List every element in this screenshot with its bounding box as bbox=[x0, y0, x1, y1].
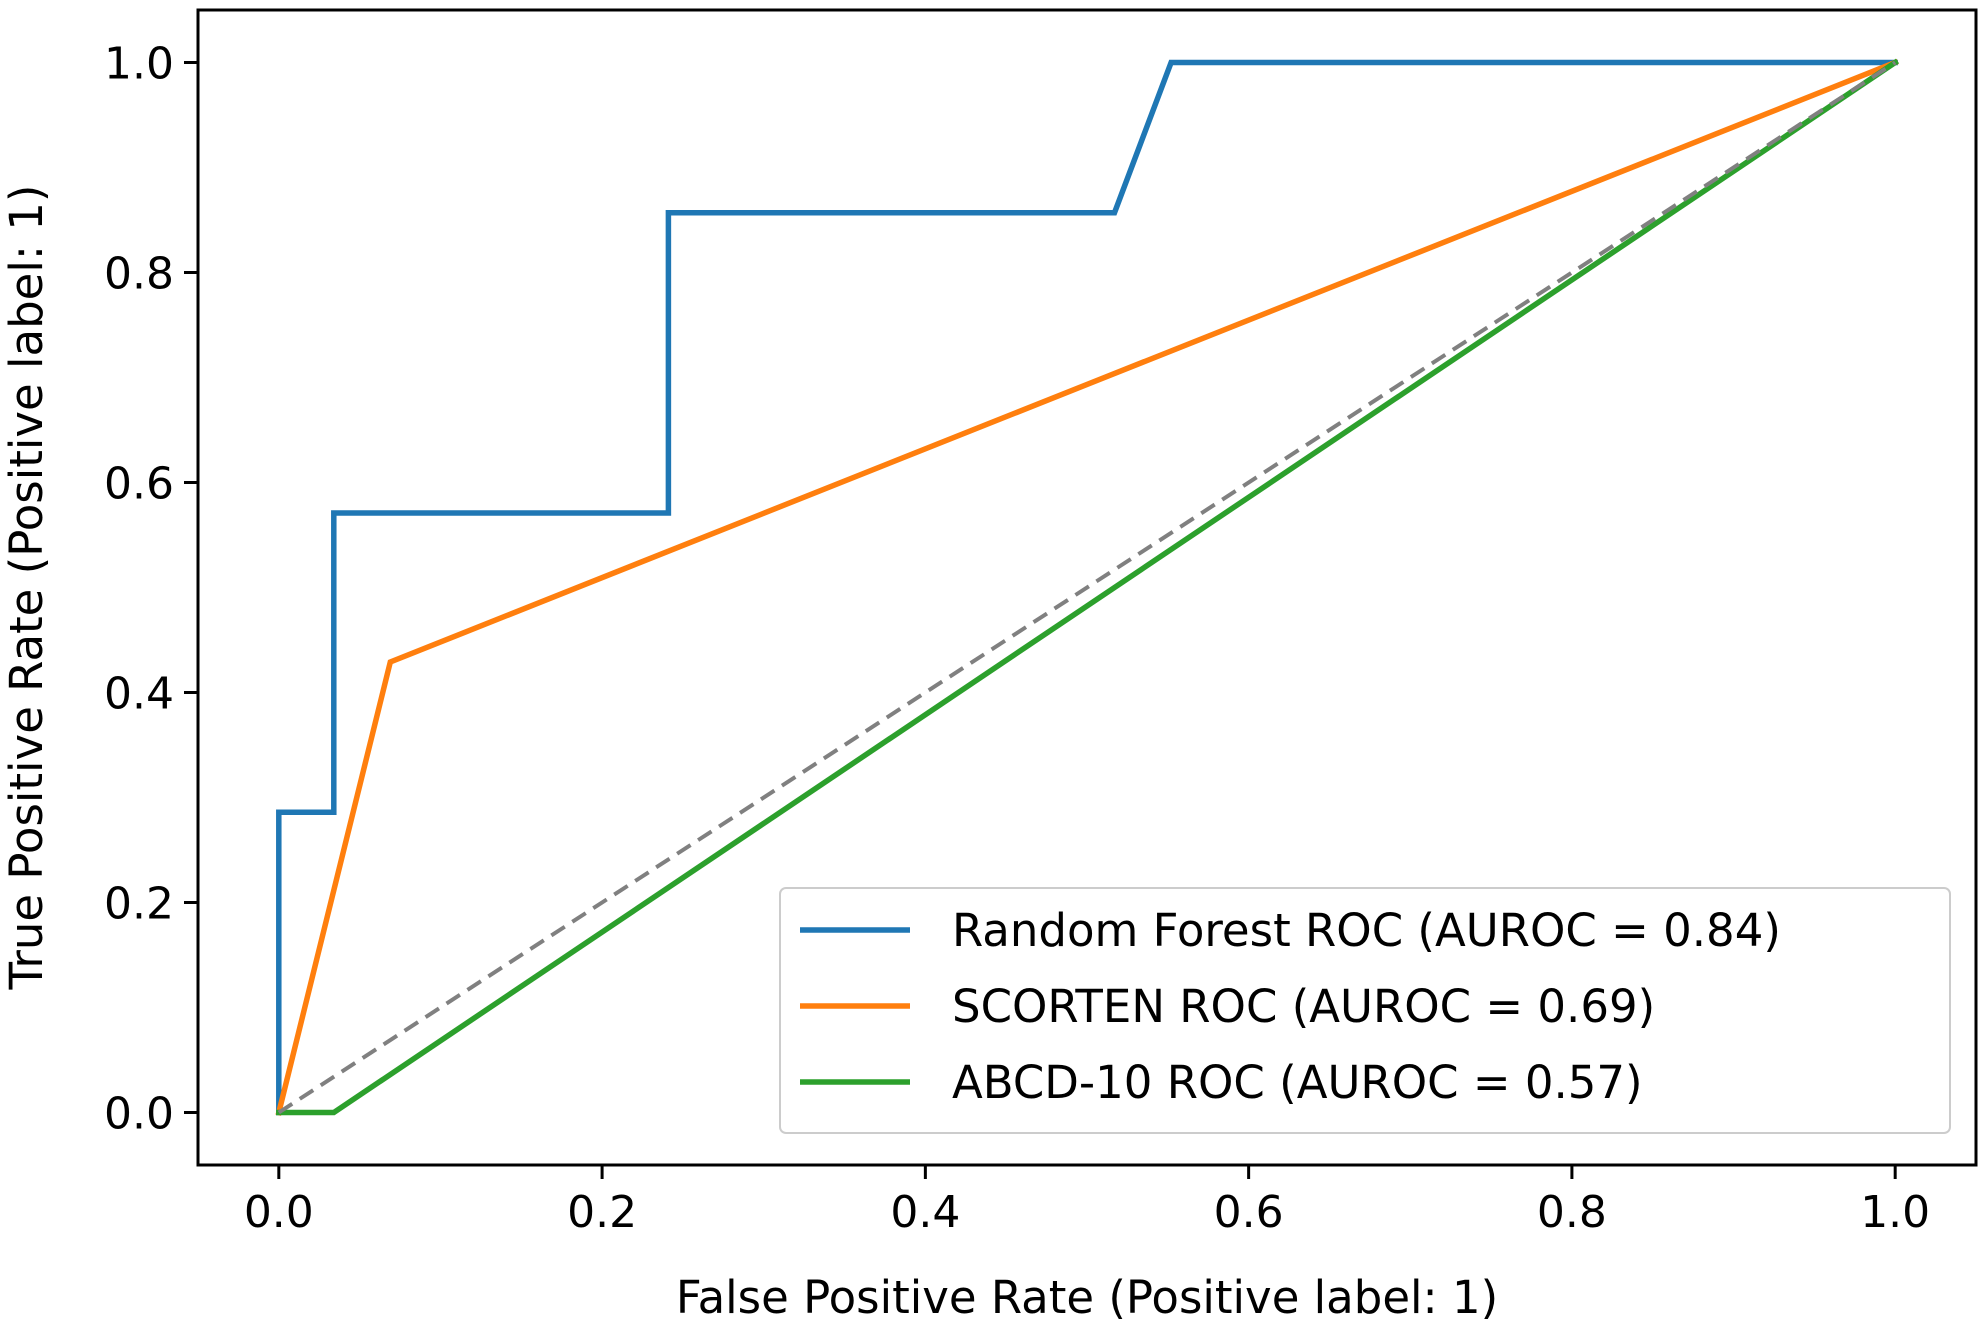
series-lines bbox=[275, 58, 1900, 1116]
x-tick-label: 0.8 bbox=[1537, 1187, 1607, 1238]
random-forest-roc-line bbox=[276, 59, 1898, 1116]
x-axis-label: False Positive Rate (Positive label: 1) bbox=[676, 1271, 1498, 1324]
y-tick-label: 0.8 bbox=[104, 249, 174, 300]
legend-abcd10-label: ABCD-10 ROC (AUROC = 0.57) bbox=[952, 1056, 1643, 1109]
legend-items: Random Forest ROC (AUROC = 0.84) SCORTEN … bbox=[800, 904, 1781, 1109]
y-tick-label: 0.4 bbox=[104, 669, 174, 720]
y-tick-label: 0.0 bbox=[104, 1089, 174, 1140]
scorten-roc-line bbox=[275, 58, 1899, 1116]
x-axis: 0.0 0.2 0.4 0.6 0.8 1.0 bbox=[244, 1165, 1930, 1238]
legend: Random Forest ROC (AUROC = 0.84) SCORTEN … bbox=[779, 887, 1951, 1134]
chance-reference-line bbox=[277, 60, 1897, 1115]
legend-scorten-label: SCORTEN ROC (AUROC = 0.69) bbox=[952, 980, 1655, 1033]
y-tick-label: 0.6 bbox=[104, 459, 174, 510]
x-tick-label: 0.6 bbox=[1214, 1187, 1284, 1238]
abcd10-roc-line bbox=[276, 58, 1900, 1116]
x-tick-label: 0.2 bbox=[567, 1187, 637, 1238]
y-axis: 0.0 0.2 0.4 0.6 0.8 1.0 bbox=[104, 39, 198, 1140]
y-tick-label: 1.0 bbox=[104, 39, 174, 90]
legend-random-forest-label: Random Forest ROC (AUROC = 0.84) bbox=[952, 904, 1781, 957]
x-tick-label: 1.0 bbox=[1860, 1187, 1930, 1238]
x-tick-label: 0.4 bbox=[890, 1187, 960, 1238]
plot-frame bbox=[196, 8, 1978, 1167]
legend-box bbox=[779, 887, 1951, 1134]
x-tick-label: 0.0 bbox=[244, 1187, 314, 1238]
y-axis-label: True Positive Rate (Positive label: 1) bbox=[0, 185, 53, 991]
y-tick-label: 0.2 bbox=[104, 879, 174, 930]
